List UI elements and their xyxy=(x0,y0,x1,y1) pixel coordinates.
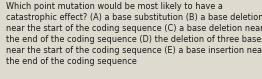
Text: Which point mutation would be most likely to have a
catastrophic effect? (A) a b: Which point mutation would be most likel… xyxy=(6,2,262,66)
